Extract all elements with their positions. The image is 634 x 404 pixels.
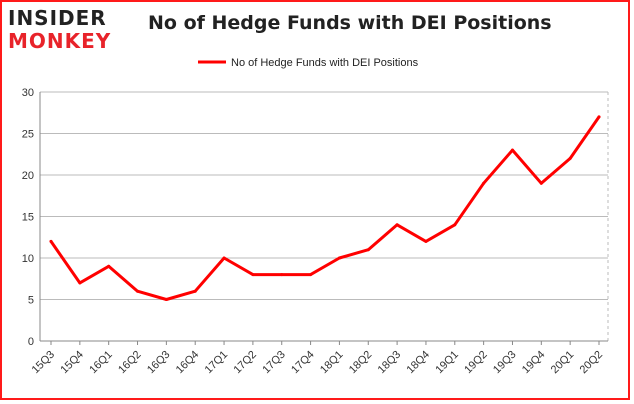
x-tick-label: 18Q2 xyxy=(347,349,375,377)
data-point xyxy=(453,223,457,227)
y-tick-label: 0 xyxy=(28,336,34,348)
legend: No of Hedge Funds with DEI Positions xyxy=(198,57,419,69)
data-point xyxy=(280,273,284,277)
chart-title: No of Hedge Funds with DEI Positions xyxy=(148,12,552,34)
series xyxy=(49,115,601,301)
data-point xyxy=(78,281,82,285)
x-tick-label: 18Q4 xyxy=(405,349,433,377)
data-point xyxy=(222,256,226,260)
legend-label: No of Hedge Funds with DEI Positions xyxy=(231,57,419,69)
x-tick-label: 19Q1 xyxy=(433,349,461,377)
x-tick-label: 17Q3 xyxy=(260,349,288,377)
x-tick-label: 17Q1 xyxy=(203,349,231,377)
data-point xyxy=(107,264,111,268)
x-axis-ticks: 15Q3 15Q4 16Q1 16Q2 16Q3 16Q4 17Q1 17Q2 17Q3 17Q4… xyxy=(30,341,606,377)
x-tick-label: 20Q1 xyxy=(549,349,577,377)
y-tick-label: 5 xyxy=(28,295,34,307)
data-point xyxy=(337,256,341,260)
x-tick-label: 17Q4 xyxy=(289,349,317,377)
x-tick-label: 15Q3 xyxy=(30,349,58,377)
data-point xyxy=(251,273,255,277)
x-tick-label: 19Q4 xyxy=(520,349,548,377)
x-tick-label: 19Q2 xyxy=(462,349,490,377)
x-tick-label: 19Q3 xyxy=(491,349,519,377)
data-point xyxy=(366,248,370,252)
logo-line1: INSIDER xyxy=(8,6,107,30)
y-tick-label: 30 xyxy=(22,87,34,99)
y-tick-label: 10 xyxy=(22,253,34,265)
axes xyxy=(39,92,608,342)
data-point xyxy=(193,289,197,293)
grid xyxy=(40,91,609,342)
data-point xyxy=(164,298,168,301)
x-tick-label: 16Q2 xyxy=(116,349,144,377)
y-tick-label: 20 xyxy=(22,170,34,182)
x-tick-label: 17Q2 xyxy=(231,349,259,377)
data-point xyxy=(424,239,428,243)
series-line xyxy=(49,115,601,301)
data-point xyxy=(568,156,572,160)
x-tick-label: 20Q2 xyxy=(578,349,606,377)
data-point xyxy=(49,239,53,243)
data-point xyxy=(309,273,313,277)
y-axis-ticks: 0 5 10 15 20 25 30 xyxy=(22,87,34,348)
x-tick-label: 16Q4 xyxy=(174,349,202,377)
x-tick-label: 16Q3 xyxy=(145,349,173,377)
data-point xyxy=(395,223,399,227)
data-point xyxy=(510,148,514,152)
data-point xyxy=(539,181,543,185)
data-point xyxy=(597,115,601,119)
logo-line2: MONKEY xyxy=(8,29,112,53)
data-point xyxy=(136,289,140,293)
y-tick-label: 25 xyxy=(22,129,34,141)
y-tick-label: 15 xyxy=(22,212,34,224)
x-tick-label: 16Q1 xyxy=(87,349,115,377)
data-point xyxy=(482,181,486,185)
insider-monkey-logo: INSIDER MONKEY xyxy=(8,6,120,56)
x-tick-label: 18Q1 xyxy=(318,349,346,377)
x-tick-label: 15Q4 xyxy=(58,349,86,377)
x-tick-label: 18Q3 xyxy=(376,349,404,377)
